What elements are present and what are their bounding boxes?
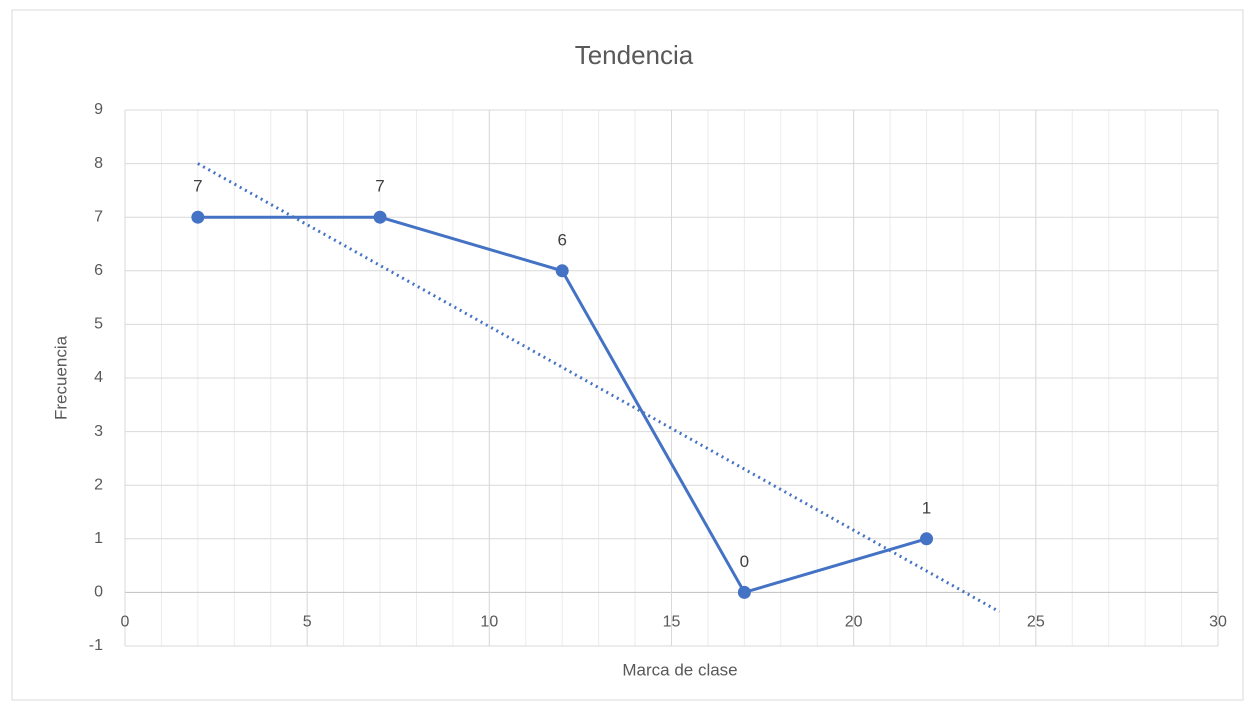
y-tick-label: 0: [94, 584, 103, 601]
data-label: 1: [922, 498, 931, 517]
x-axis-title: Marca de clase: [622, 660, 737, 679]
x-tick-label: 10: [480, 614, 498, 631]
x-tick-label: 15: [663, 614, 681, 631]
x-tick-label: 0: [121, 614, 130, 631]
x-tick-label: 25: [1027, 614, 1045, 631]
data-point: [373, 210, 387, 224]
y-tick-label: 1: [94, 530, 103, 547]
data-label: 7: [375, 177, 384, 196]
data-label: 6: [557, 230, 566, 249]
data-point: [555, 264, 569, 278]
x-tick-label: 5: [303, 614, 312, 631]
data-label: 7: [193, 177, 202, 196]
y-tick-label: 4: [94, 369, 103, 386]
data-point: [191, 210, 205, 224]
data-label: 0: [740, 552, 749, 571]
y-tick-label: 6: [94, 262, 103, 279]
y-tick-label: 3: [94, 423, 103, 440]
y-tick-label: 5: [94, 316, 103, 333]
chart-title: Tendencia: [575, 40, 694, 70]
y-axis-title: Frecuencia: [51, 335, 70, 420]
y-tick-label: 8: [94, 155, 103, 172]
y-tick-label: 2: [94, 476, 103, 493]
y-tick-label: 7: [94, 208, 103, 225]
x-tick-label: 30: [1209, 614, 1227, 631]
chart-border: [11, 9, 1244, 701]
data-point: [737, 585, 751, 599]
x-tick-label: 20: [845, 614, 863, 631]
y-tick-label: -1: [89, 637, 103, 654]
y-tick-label: 9: [94, 101, 103, 118]
data-point: [920, 532, 934, 546]
